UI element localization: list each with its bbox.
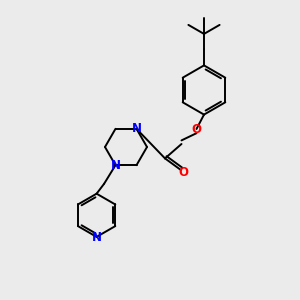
Text: O: O xyxy=(178,166,188,179)
Text: N: N xyxy=(110,159,121,172)
Text: N: N xyxy=(131,122,142,135)
Text: O: O xyxy=(191,122,202,136)
Text: N: N xyxy=(92,231,102,244)
